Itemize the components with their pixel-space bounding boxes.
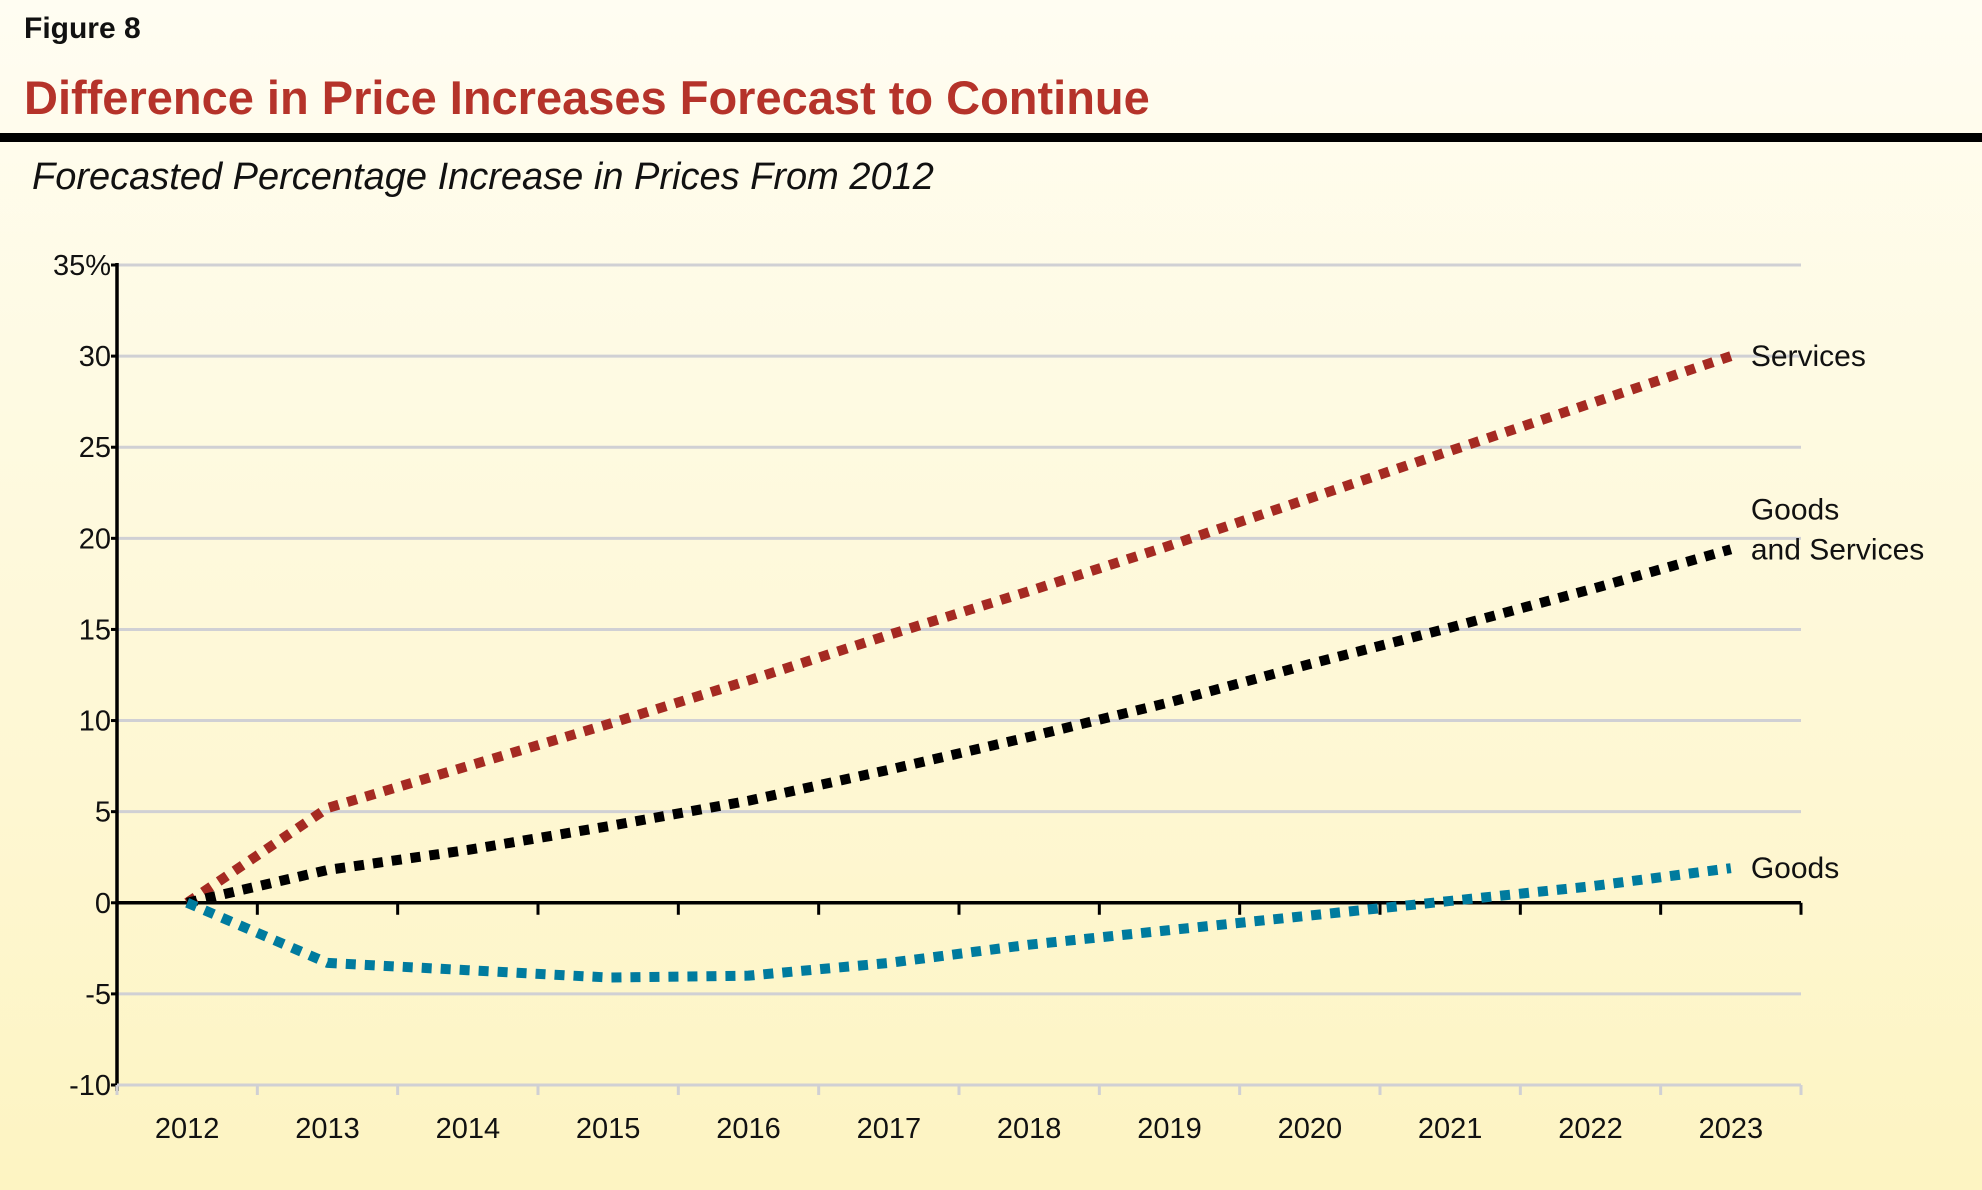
- y-tick-label: -10: [69, 1070, 111, 1102]
- x-tick-label: 2023: [1699, 1113, 1764, 1145]
- y-tick-label: 0: [95, 888, 111, 920]
- chart-subtitle: Forecasted Percentage Increase in Prices…: [32, 156, 934, 198]
- chart-title: Difference in Price Increases Forecast t…: [24, 71, 1150, 124]
- x-tick-label: 2018: [997, 1113, 1062, 1145]
- x-tick-label: 2022: [1558, 1113, 1623, 1145]
- x-tick-label: 2016: [716, 1113, 781, 1145]
- y-tick-label: 10: [79, 706, 111, 738]
- series-label: Goods: [1751, 493, 1839, 526]
- x-tick-label: 2013: [295, 1113, 360, 1145]
- x-tick-label: 2019: [1137, 1113, 1202, 1145]
- y-tick-label: 25: [79, 432, 111, 464]
- y-tick-label: 5: [95, 797, 111, 829]
- x-tick-label: 2017: [857, 1113, 922, 1145]
- series-label: and Services: [1751, 533, 1924, 566]
- x-tick-label: 2012: [155, 1113, 220, 1145]
- x-tick-label: 2015: [576, 1113, 641, 1145]
- title-divider: [0, 133, 1982, 142]
- series-label: Goods: [1751, 852, 1839, 885]
- x-tick-label: 2020: [1278, 1113, 1343, 1145]
- series-line-goods-and-services: [186, 544, 1733, 908]
- series-line-goods: [185, 863, 1732, 983]
- x-tick-label: 2014: [436, 1113, 501, 1145]
- y-tick-label: 20: [79, 523, 111, 555]
- x-tick-label: 2021: [1418, 1113, 1483, 1145]
- series-label: Services: [1751, 340, 1866, 373]
- figure-label: Figure 8: [24, 12, 141, 45]
- y-tick-label: 30: [79, 341, 111, 373]
- y-tick-label: -5: [85, 979, 111, 1011]
- y-tick-label: 35%: [53, 250, 111, 282]
- series-line-services: [184, 351, 1733, 907]
- y-tick-label: 15: [79, 614, 111, 646]
